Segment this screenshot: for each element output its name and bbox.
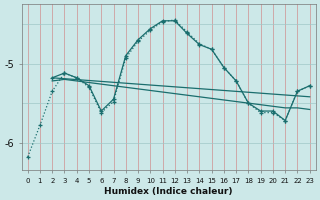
X-axis label: Humidex (Indice chaleur): Humidex (Indice chaleur) [104, 187, 233, 196]
